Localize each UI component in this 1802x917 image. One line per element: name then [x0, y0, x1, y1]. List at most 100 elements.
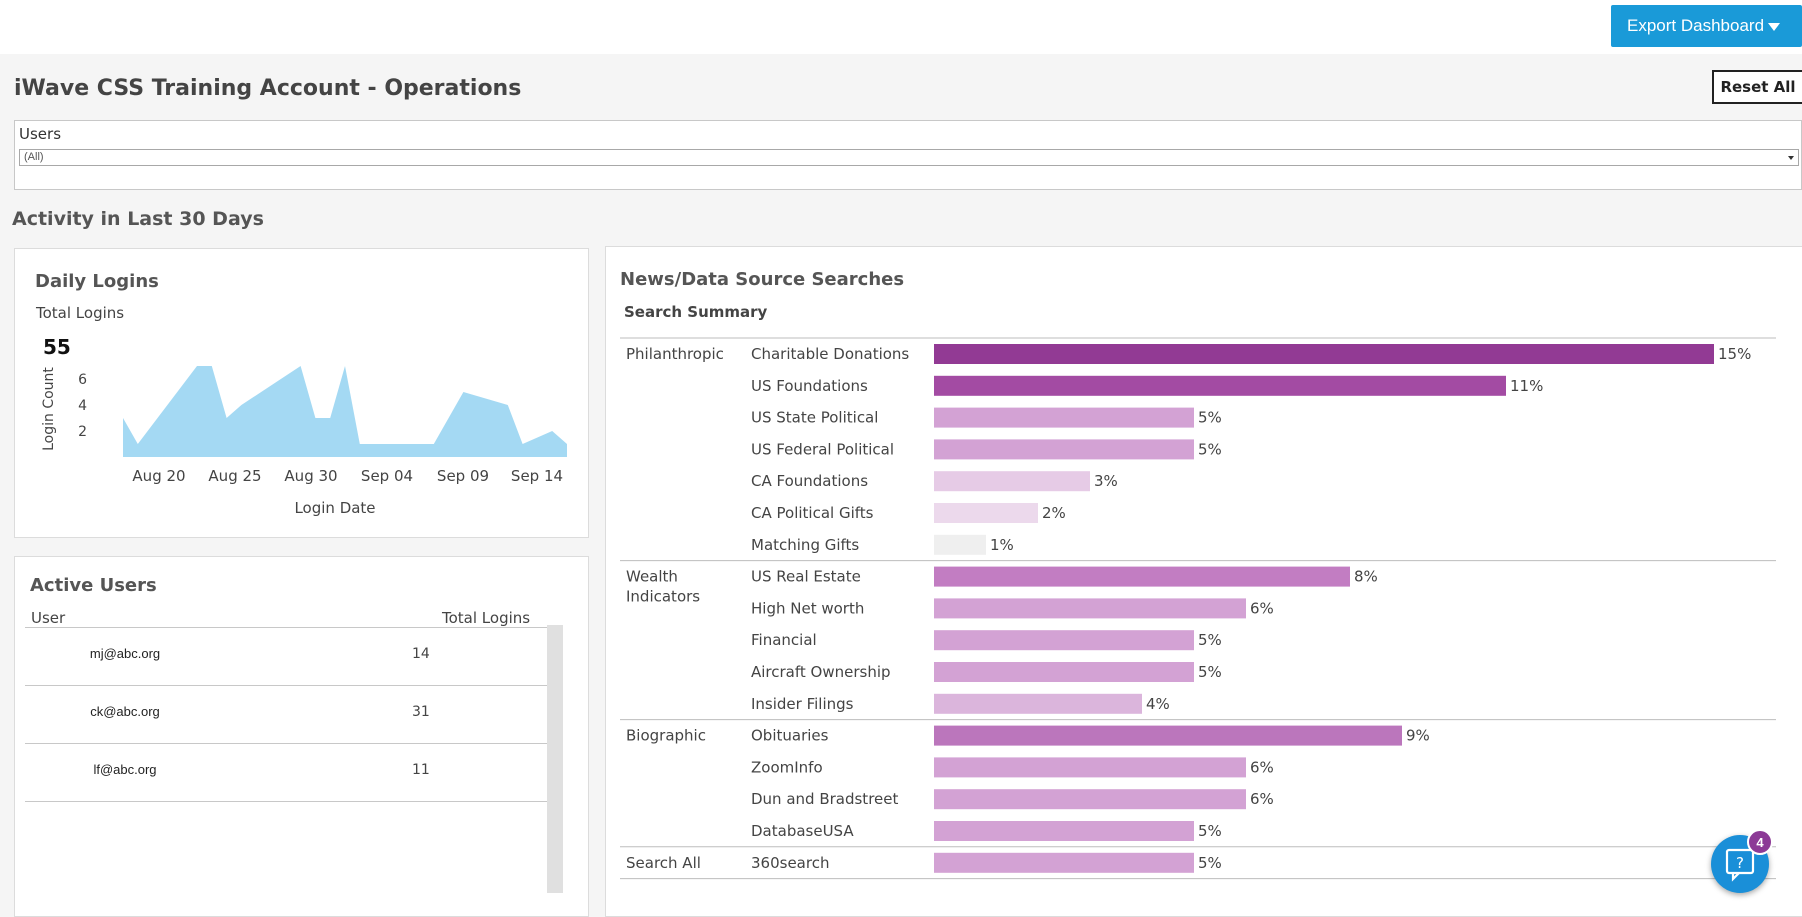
- bar-value-label: 15%: [1718, 345, 1751, 363]
- column-header-user[interactable]: User: [31, 609, 66, 627]
- export-dashboard-label: Export Dashboard: [1627, 16, 1765, 35]
- login-area: [123, 366, 567, 457]
- bar: [934, 852, 1194, 873]
- bar-category-label: CA Political Gifts: [751, 504, 874, 522]
- bar-value-label: 4%: [1146, 695, 1170, 713]
- bar-category-label: Insider Filings: [751, 695, 854, 713]
- bar-category-label: US Foundations: [751, 377, 868, 395]
- x-axis-label: Login Date: [294, 499, 375, 517]
- search-summary-header: Search Summary: [624, 303, 768, 321]
- bar: [934, 630, 1194, 651]
- bar-value-label: 6%: [1250, 790, 1274, 808]
- bar-category-label: Financial: [751, 631, 817, 649]
- bar-category-label: US State Political: [751, 409, 878, 427]
- export-dashboard-button[interactable]: Export Dashboard: [1611, 5, 1802, 47]
- table-bottom-divider: [25, 801, 560, 802]
- bar-category-label: Dun and Bradstreet: [751, 790, 898, 808]
- help-notification-badge: 4: [1747, 829, 1773, 855]
- user-email: mj@abc.org: [89, 646, 161, 661]
- bar-value-label: 8%: [1354, 568, 1378, 586]
- bar-value-label: 11%: [1510, 377, 1543, 395]
- users-filter-select[interactable]: (All): [19, 149, 1799, 166]
- bar-value-label: 5%: [1198, 854, 1222, 872]
- user-email: lf@abc.org: [93, 762, 157, 777]
- dropdown-arrow-icon: [1788, 156, 1794, 160]
- help-button[interactable]: ?: [1711, 835, 1769, 893]
- news-searches-card: News/Data Source Searches Search Summary…: [605, 246, 1802, 917]
- y-tick-label: 2: [78, 424, 87, 440]
- bar-value-label: 5%: [1198, 440, 1222, 458]
- daily-logins-title: Daily Logins: [35, 271, 159, 292]
- bar: [934, 693, 1142, 714]
- y-tick-label: 4: [78, 398, 87, 414]
- bar: [934, 407, 1194, 428]
- bar-value-label: 6%: [1250, 758, 1274, 776]
- x-tick-label: Aug 25: [208, 467, 261, 485]
- x-tick-label: Aug 30: [284, 467, 337, 485]
- users-filter-value: (All): [24, 151, 44, 163]
- bar: [934, 503, 1038, 523]
- bar: [934, 725, 1402, 746]
- bar: [934, 821, 1194, 841]
- bar: [934, 471, 1090, 492]
- bar: [934, 789, 1246, 810]
- bar-value-label: 5%: [1198, 663, 1222, 681]
- bar-value-label: 5%: [1198, 822, 1222, 840]
- y-axis-label: Login Count: [41, 367, 57, 451]
- bar-category-label: Charitable Donations: [751, 345, 909, 363]
- bar-value-label: 5%: [1198, 631, 1222, 649]
- active-users-card: Active Users User Total Logins mj@abc.or…: [14, 556, 589, 917]
- user-total-logins: 31: [412, 704, 430, 720]
- search-summary-chart[interactable]: Search Summary Philanthropic Charitable Do…: [606, 247, 1802, 916]
- bar-category-label: US Real Estate: [751, 568, 861, 586]
- bar-value-label: 2%: [1042, 504, 1066, 522]
- x-tick-label: Aug 20: [132, 467, 185, 485]
- x-tick-label: Sep 04: [361, 467, 413, 485]
- bar-category-label: CA Foundations: [751, 472, 868, 490]
- table-row[interactable]: lf@abc.org 11: [25, 743, 560, 800]
- bar: [934, 375, 1506, 396]
- bar: [934, 566, 1350, 587]
- user-total-logins: 14: [412, 646, 430, 662]
- bar: [934, 662, 1194, 682]
- reset-all-button[interactable]: Reset All: [1712, 70, 1802, 104]
- bar-category-label: DatabaseUSA: [751, 822, 854, 840]
- bar-value-label: 6%: [1250, 599, 1274, 617]
- total-logins-value[interactable]: 55: [43, 335, 71, 359]
- section-title: Activity in Last 30 Days: [12, 208, 264, 230]
- user-email: ck@abc.org: [90, 704, 160, 719]
- bar-value-label: 1%: [990, 536, 1014, 554]
- table-scrollbar[interactable]: [547, 625, 563, 893]
- svg-text:?: ?: [1736, 854, 1744, 872]
- dashboard-title: iWave CSS Training Account - Operations: [14, 76, 522, 101]
- x-tick-label: Sep 09: [437, 467, 489, 485]
- bar-category-label: ZoomInfo: [751, 758, 823, 776]
- bar: [934, 534, 986, 555]
- group-label: Biographic: [626, 727, 706, 745]
- bar-category-label: 360search: [751, 854, 829, 872]
- active-users-title: Active Users: [30, 575, 157, 596]
- top-bar: Export Dashboard: [0, 0, 1802, 54]
- bar-value-label: 5%: [1198, 409, 1222, 427]
- dashboard-canvas: iWave CSS Training Account - Operations …: [0, 54, 1802, 917]
- daily-logins-subtitle: Total Logins: [36, 304, 125, 322]
- group-label: Philanthropic: [626, 345, 724, 363]
- column-header-total-logins[interactable]: Total Logins: [442, 609, 531, 627]
- group-label: Wealth Indicators: [626, 568, 700, 606]
- x-tick-label: Sep 14: [511, 467, 563, 485]
- help-chat-icon: ?: [1725, 848, 1755, 882]
- users-filter-label: Users: [19, 125, 62, 143]
- bar-category-label: Obituaries: [751, 727, 829, 745]
- bar-category-label: US Federal Political: [751, 440, 894, 458]
- bar-category-label: Aircraft Ownership: [751, 663, 891, 681]
- daily-logins-card: Daily Logins Total Logins 55 2 4 6 Aug 20 Au…: [14, 248, 589, 538]
- user-total-logins: 11: [412, 762, 430, 778]
- caret-down-icon: [1768, 23, 1780, 31]
- bar: [934, 344, 1714, 364]
- bar-category-label: High Net worth: [751, 599, 864, 617]
- bar-category-label: Matching Gifts: [751, 536, 859, 554]
- table-row[interactable]: ck@abc.org 31: [25, 685, 560, 742]
- daily-logins-chart[interactable]: 2 4 6 Aug 20 Aug 25 Aug 30 Sep 04 Sep 09 Sep 14 L…: [15, 249, 588, 537]
- table-row[interactable]: mj@abc.org 14: [25, 627, 560, 684]
- bar: [934, 439, 1194, 460]
